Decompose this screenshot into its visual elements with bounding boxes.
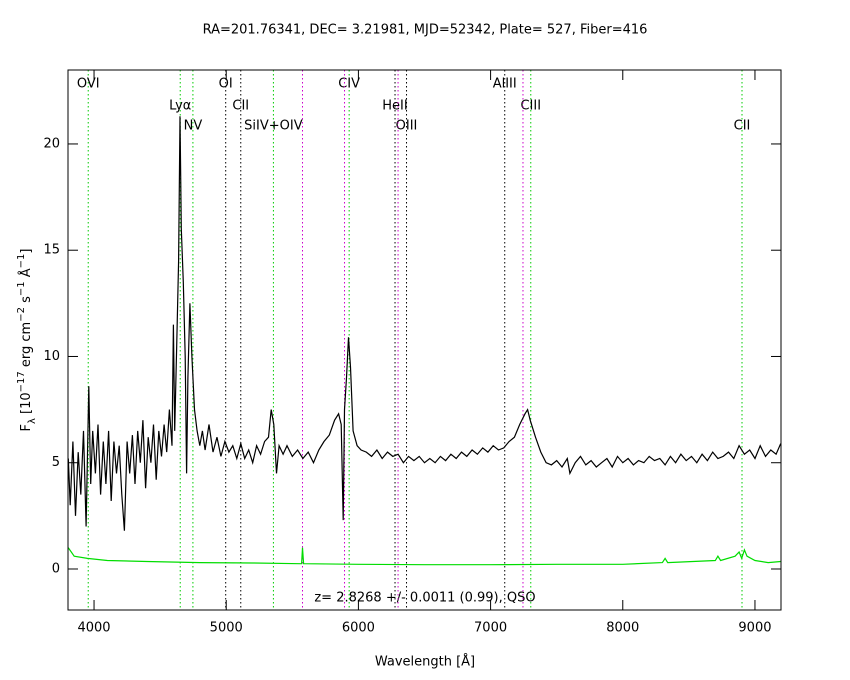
y-axis-label-part: −1 <box>16 254 27 269</box>
line-label: Lyα <box>169 99 191 114</box>
line-label: NV <box>184 119 203 134</box>
y-axis-label-part: −1 <box>16 281 27 296</box>
annotation: z= 2.8268 +/- 0.0011 (0.99), QSO <box>314 591 535 606</box>
y-tick-label: 0 <box>52 561 60 576</box>
x-tick-label: 8000 <box>606 621 639 636</box>
line-label: OI <box>219 77 233 92</box>
y-tick-label: 20 <box>43 136 60 151</box>
x-tick-label: 5000 <box>210 621 243 636</box>
spectrum-line <box>68 547 781 566</box>
line-label: CIV <box>338 77 360 92</box>
x-tick-label: 4000 <box>77 621 110 636</box>
y-tick-label: 5 <box>52 455 60 470</box>
y-axis-label-part: F <box>19 424 34 431</box>
x-tick-label: 7000 <box>474 621 507 636</box>
y-axis-label-part: [10 <box>19 392 34 418</box>
line-label: OIII <box>396 119 418 134</box>
plot-area <box>68 116 781 566</box>
y-tick-label: 10 <box>43 349 60 364</box>
y-tick-label: 15 <box>43 243 60 258</box>
chart-title: RA=201.76341, DEC= 3.21981, MJD=52342, P… <box>203 23 648 38</box>
line-label: CIII <box>520 99 541 114</box>
x-axis-label: Wavelength [Å] <box>375 654 475 670</box>
line-label: CII <box>232 99 249 114</box>
y-axis-label-part: s <box>19 296 34 307</box>
plot-frame <box>67 69 782 611</box>
line-label: SiIV+OIV <box>244 119 303 134</box>
line-label: AlIII <box>493 77 517 92</box>
line-label: CII <box>734 119 751 134</box>
x-tick-label: 6000 <box>342 621 375 636</box>
y-axis-label-part: erg cm <box>19 322 34 371</box>
y-axis-label-part: −2 <box>16 307 27 322</box>
y-axis-label-part: Å <box>18 268 34 281</box>
spectrum-line <box>68 116 781 531</box>
line-label: HeII <box>382 99 407 114</box>
y-axis-label-part: ] <box>19 249 34 254</box>
y-axis-label: Fλ [10−17 erg cm−2 s−1 Å−1] <box>16 249 38 432</box>
y-axis-label-part: λ <box>27 418 38 424</box>
line-label: OVI <box>77 77 100 92</box>
y-axis-label-part: −17 <box>16 371 27 392</box>
x-tick-label: 9000 <box>738 621 771 636</box>
